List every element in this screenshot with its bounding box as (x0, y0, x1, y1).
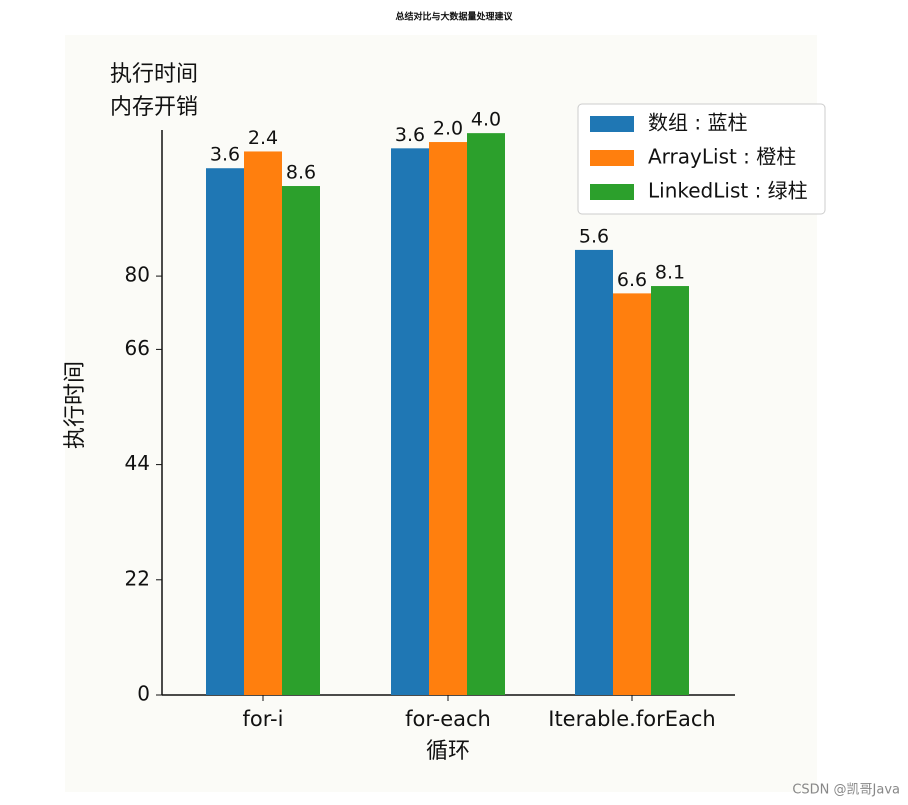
bar-annotation: 2.0 (433, 118, 463, 140)
legend-swatch (590, 150, 634, 166)
bar (467, 133, 505, 695)
bar-annotation: 8.6 (286, 162, 316, 184)
legend-box (577, 103, 826, 215)
legend-swatch (590, 116, 634, 132)
bar (391, 148, 429, 696)
bar-annotation: 2.4 (248, 127, 278, 149)
y-axis-label: 执行时间 (63, 361, 88, 449)
bar (282, 186, 320, 695)
x-tick-label: Iterable.forEach (548, 707, 715, 731)
bar-annotation: 3.6 (210, 144, 240, 166)
bar (613, 293, 651, 695)
legend-label: ArrayList : 橙柱 (648, 145, 796, 169)
y-tick-label: 80 (125, 263, 150, 287)
y-tick-label: 44 (125, 451, 150, 475)
y-tick-label: 0 (137, 682, 150, 706)
legend-swatch (590, 184, 634, 200)
chart-title: 总结对比与大数据量处理建议 (395, 11, 513, 23)
bar (206, 168, 244, 696)
x-axis-label: 循环 (426, 739, 470, 764)
legend-label: LinkedList : 绿柱 (648, 179, 808, 203)
bar-annotation: 3.6 (395, 124, 425, 146)
y-tick-label: 66 (125, 336, 150, 360)
bar (651, 286, 689, 695)
legend-label: 数组 : 蓝柱 (648, 111, 747, 135)
x-tick-label: for-each (405, 707, 491, 731)
bar (575, 249, 613, 695)
bar-annotation: 8.1 (655, 262, 685, 284)
bar (244, 151, 282, 695)
corner-label: 执行时间 (110, 62, 198, 87)
bar-annotation: 6.6 (617, 269, 647, 291)
watermark: CSDN @凯哥Java (792, 783, 900, 798)
x-tick-label: for-i (243, 707, 284, 731)
bar-annotation: 5.6 (579, 225, 609, 247)
corner-label: 内存开销 (110, 95, 198, 120)
bar (429, 142, 467, 696)
bar-annotation: 4.0 (471, 109, 501, 131)
y-tick-label: 22 (125, 566, 150, 590)
